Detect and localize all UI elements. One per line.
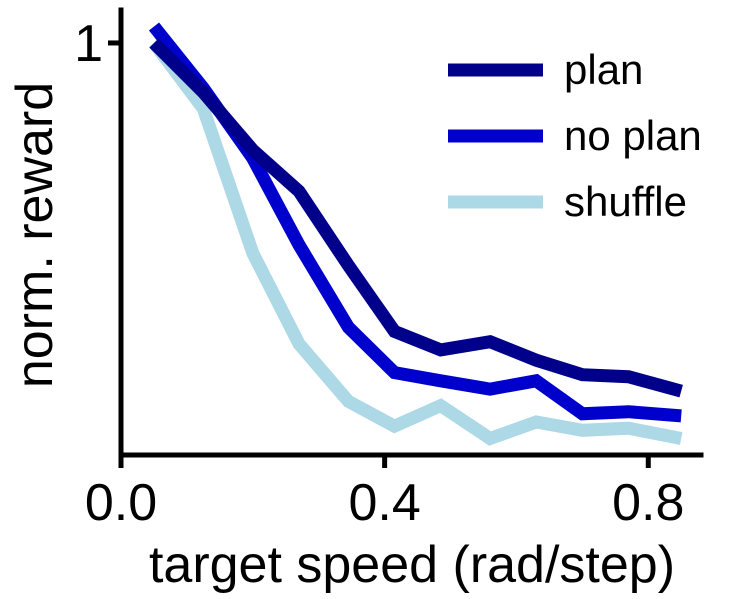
x-tick-label-0: 0.0 (85, 474, 157, 532)
series-line-2 (148, 39, 683, 446)
series-layer (148, 22, 683, 446)
x-tick-label-1: 0.4 (348, 474, 420, 532)
x-ticks: 0.0 0.4 0.8 (85, 455, 684, 532)
legend-label-0: plan (564, 46, 643, 93)
y-axis-label: norm. reward (6, 82, 64, 388)
legend: plan no plan shuffle (448, 46, 702, 225)
y-tick-label-0: 1 (74, 15, 103, 73)
y-ticks: 1 (74, 15, 121, 73)
x-tick-label-2: 0.8 (612, 474, 684, 532)
series-line-0 (149, 38, 683, 398)
x-axis-label: target speed (rad/step) (149, 536, 675, 594)
legend-label-2: shuffle (564, 178, 687, 225)
legend-label-1: no plan (564, 112, 702, 159)
